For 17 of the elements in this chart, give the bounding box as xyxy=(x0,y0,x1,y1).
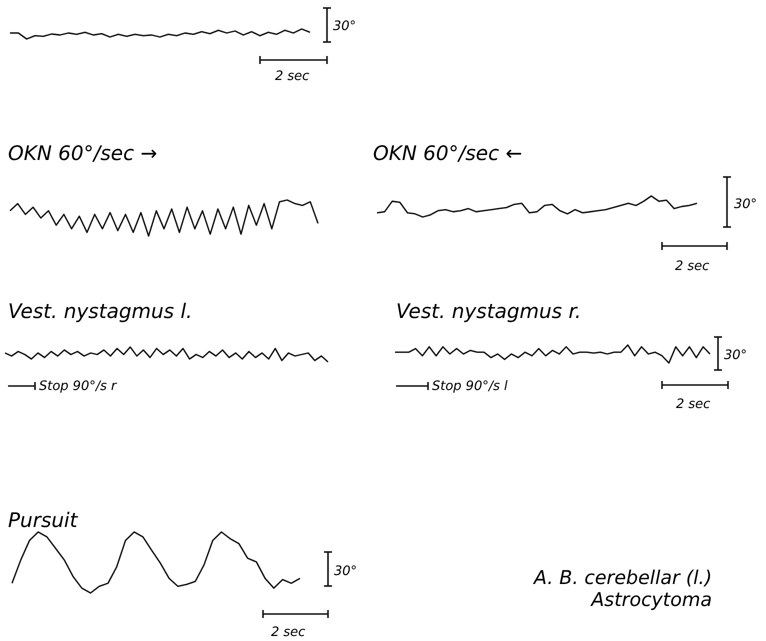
text: Stop 90°/s l xyxy=(432,379,508,394)
text: Astrocytoma xyxy=(589,589,712,611)
chart-title: Vest. nystagmus r. xyxy=(396,299,582,323)
text: 2 sec xyxy=(271,625,306,640)
text: 2 sec xyxy=(675,259,710,274)
chart-title: Pursuit xyxy=(8,508,79,532)
text: 30° xyxy=(734,197,758,212)
text: 2 sec xyxy=(676,397,710,412)
text: 2 sec xyxy=(275,69,310,84)
chart-title: OKN 60°/sec ← xyxy=(373,141,522,165)
text: 30° xyxy=(724,348,748,363)
text: A. B. cerebellar (l.) xyxy=(532,567,712,589)
text: Stop 90°/s r xyxy=(39,379,118,394)
chart-title: OKN 60°/sec → xyxy=(8,141,158,165)
text: 30° xyxy=(334,564,358,579)
text: 30° xyxy=(333,19,356,34)
chart-title: Vest. nystagmus l. xyxy=(8,299,192,323)
